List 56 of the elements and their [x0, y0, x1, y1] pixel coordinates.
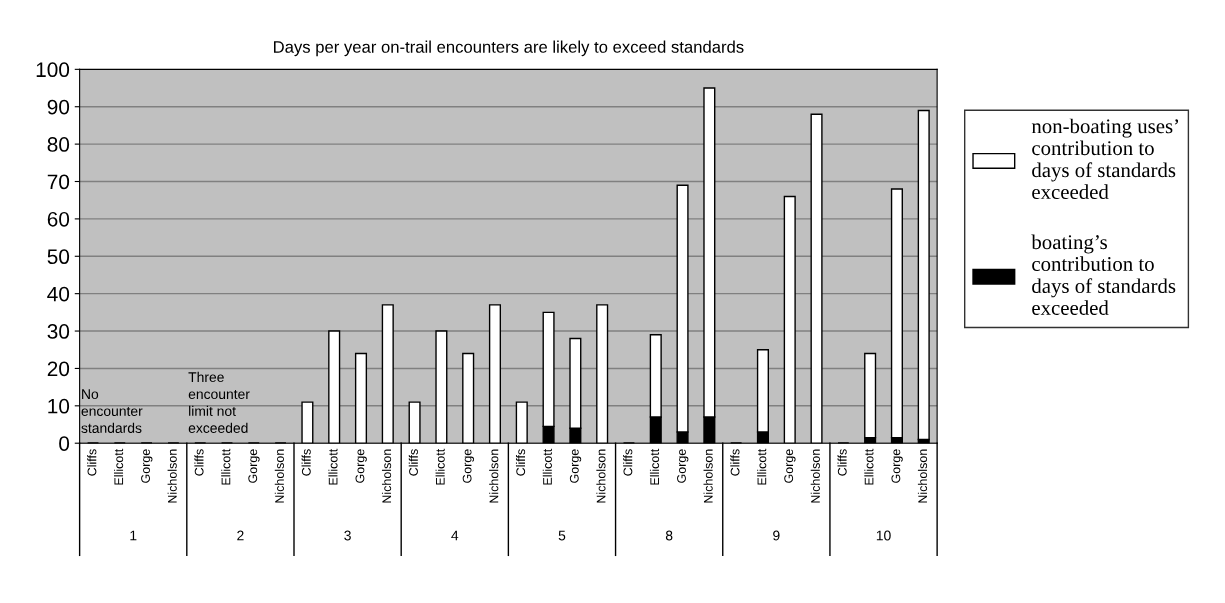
text: 4 — [451, 530, 459, 541]
text: 3 — [344, 530, 351, 541]
x-tick-label: Cliffs — [515, 449, 526, 476]
x-tick-label: Ellicott — [864, 448, 874, 485]
x-tick-label: Cliffs — [730, 449, 740, 476]
legend-label: boating’s contribution to days of standards exceeded — [1031, 234, 1176, 315]
x-tick-label: Ellicott — [328, 448, 338, 485]
x-tick-label: Nicholson — [703, 449, 713, 503]
x-tick-label: Gorge — [784, 449, 796, 483]
x-tick-label: Cliffs — [194, 449, 204, 476]
x-tick-label: Cliffs — [87, 449, 97, 476]
y-tick-label: 20 — [47, 361, 70, 377]
x-tick-label: Nicholson — [596, 449, 606, 503]
y-tick-label: 60 — [47, 211, 70, 227]
x-tick-label: Gorge — [462, 449, 475, 483]
text: 5 — [558, 530, 566, 541]
legend-label: non-boating uses’ contribution to days of standards exceeded — [1031, 118, 1179, 200]
x-tick-label: Gorge — [677, 449, 689, 483]
x-tick-label: Cliffs — [837, 449, 847, 476]
x-tick-label: Ellicott — [435, 448, 445, 485]
x-tick-label: Ellicott — [757, 448, 767, 485]
x-tick-label: Nicholson — [274, 449, 284, 503]
annotation: Three encounter limit not exceeded — [188, 371, 250, 433]
x-tick-label: Gorge — [141, 449, 153, 483]
text: 9 — [773, 530, 780, 541]
y-tick-label: 70 — [47, 174, 70, 190]
x-tick-label: Gorge — [569, 449, 582, 483]
x-tick-label: Ellicott — [649, 448, 660, 485]
text: 10 — [876, 530, 891, 541]
text: 2 — [237, 530, 244, 541]
x-tick-label: Nicholson — [381, 449, 392, 503]
x-tick-label: Cliffs — [408, 449, 418, 476]
x-tick-label: Gorge — [891, 449, 903, 483]
y-tick-label: 50 — [47, 249, 70, 265]
x-tick-label: Ellicott — [221, 448, 231, 485]
x-tick-label: Nicholson — [917, 449, 928, 503]
text: 1 — [130, 530, 137, 541]
annotation: No encounter standards — [81, 389, 143, 433]
y-tick-label: 100 — [36, 62, 70, 78]
x-tick-label: Cliffs — [623, 449, 633, 476]
y-tick-label: 40 — [47, 286, 70, 302]
x-tick-label: Ellicott — [542, 448, 552, 485]
x-tick-label: Nicholson — [810, 449, 820, 503]
y-tick-label: 90 — [47, 99, 70, 115]
y-tick-label: 80 — [47, 137, 70, 152]
x-tick-label: Gorge — [248, 449, 260, 483]
x-tick-label: Gorge — [355, 449, 367, 483]
y-tick-label: 0 — [59, 436, 70, 451]
y-tick-label: 10 — [48, 398, 70, 414]
y-tick-label: 30 — [47, 324, 70, 339]
x-tick-label: Nicholson — [167, 449, 177, 503]
x-tick-label: Cliffs — [301, 449, 311, 476]
x-tick-label: Nicholson — [489, 449, 499, 503]
chart-title: Days per year on-trail encounters are likely to exceed standards — [273, 40, 744, 57]
text: 8 — [665, 530, 673, 541]
x-tick-label: Ellicott — [113, 448, 124, 485]
